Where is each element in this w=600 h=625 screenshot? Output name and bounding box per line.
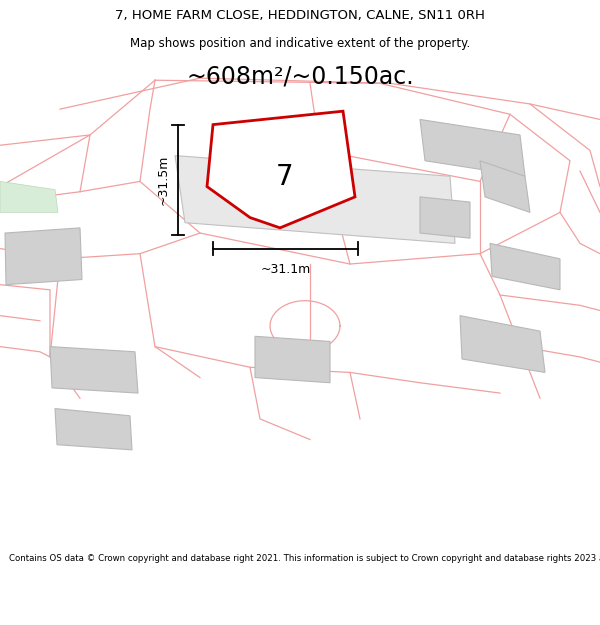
Polygon shape xyxy=(420,119,525,176)
Polygon shape xyxy=(480,161,530,212)
Polygon shape xyxy=(55,409,132,450)
Text: ~31.5m: ~31.5m xyxy=(157,154,170,205)
Polygon shape xyxy=(50,347,138,393)
Text: ~608m²/~0.150ac.: ~608m²/~0.150ac. xyxy=(186,64,414,88)
Text: Contains OS data © Crown copyright and database right 2021. This information is : Contains OS data © Crown copyright and d… xyxy=(9,554,600,563)
Polygon shape xyxy=(0,181,58,213)
Polygon shape xyxy=(5,228,82,284)
Polygon shape xyxy=(207,111,355,228)
Polygon shape xyxy=(490,243,560,290)
Text: ~31.1m: ~31.1m xyxy=(260,263,311,276)
Polygon shape xyxy=(175,156,455,243)
Polygon shape xyxy=(460,316,545,372)
Polygon shape xyxy=(255,336,330,382)
Text: Map shows position and indicative extent of the property.: Map shows position and indicative extent… xyxy=(130,38,470,51)
Text: 7: 7 xyxy=(276,164,293,191)
Text: 7, HOME FARM CLOSE, HEDDINGTON, CALNE, SN11 0RH: 7, HOME FARM CLOSE, HEDDINGTON, CALNE, S… xyxy=(115,9,485,22)
Polygon shape xyxy=(420,197,470,238)
